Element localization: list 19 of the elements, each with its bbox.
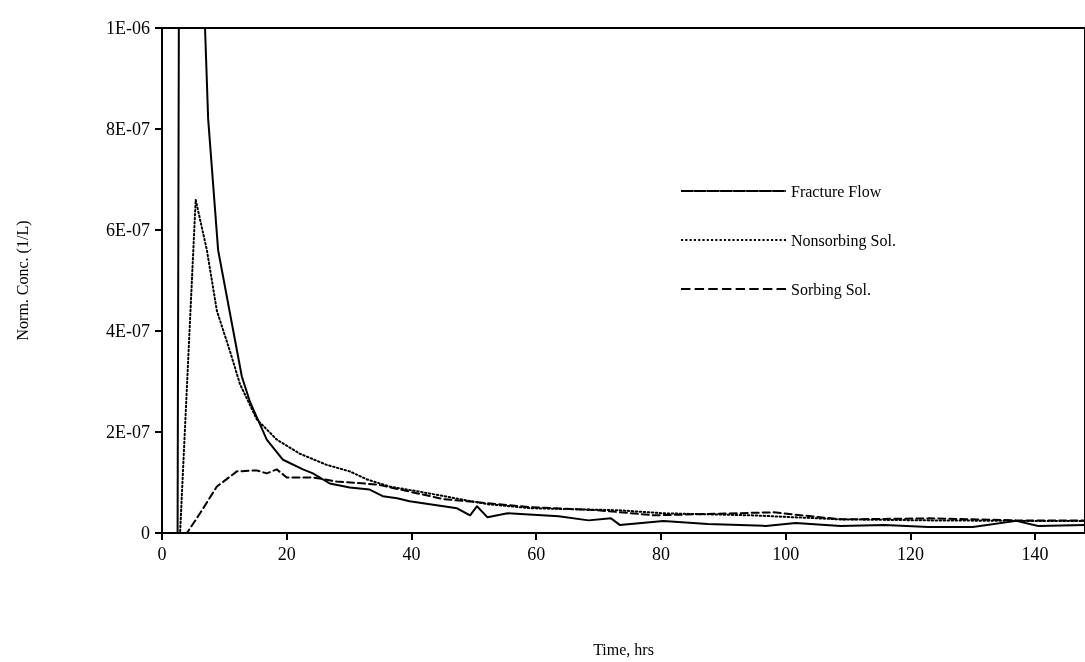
y-tick-label: 8E-07 [106,119,150,139]
x-axis-title: Time, hrs [593,640,654,658]
y-tick-label: 2E-07 [106,422,150,442]
x-tick-label: 120 [896,544,924,564]
x-tick-label: 0 [157,544,167,564]
x-tick-label: 140 [1021,544,1049,564]
x-tick-label: 40 [402,544,421,564]
x-tick-label: 80 [651,544,670,564]
y-axis-title: Norm. Conc. (1/L) [13,220,32,341]
legend-label: Nonsorbing Sol. [791,231,896,250]
y-tick-label: 4E-07 [106,321,150,341]
y-tick-label: 0 [141,523,150,543]
x-tick-label: 100 [772,544,800,564]
x-tick-label: 60 [527,544,546,564]
legend-label: Sorbing Sol. [791,280,872,299]
y-tick-label: 6E-07 [106,220,150,240]
x-tick-label: 20 [277,544,296,564]
legend-label: Fracture Flow [791,182,882,200]
y-tick-label: 1E-06 [106,18,150,38]
